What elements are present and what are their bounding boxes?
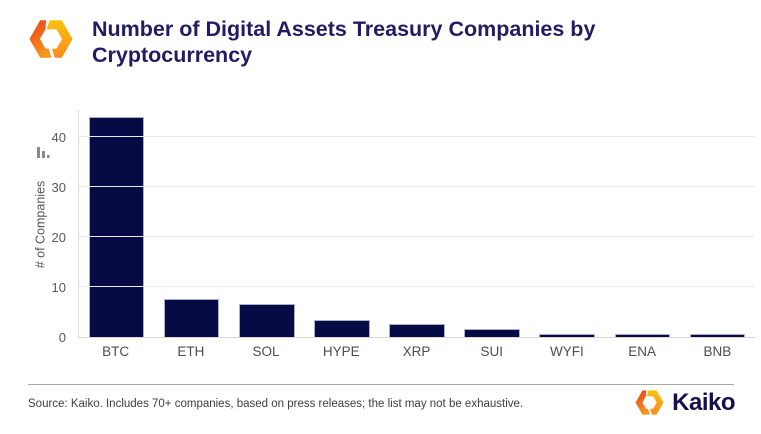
x-tick-label-wyfi: WYFI bbox=[550, 344, 584, 359]
bar-slot-wyfi bbox=[530, 110, 605, 337]
bar-eth bbox=[163, 299, 220, 337]
plot-area bbox=[78, 110, 755, 338]
x-tick-label-hype: HYPE bbox=[322, 344, 360, 359]
bar-slot-ena bbox=[605, 110, 680, 337]
bar-ena bbox=[614, 334, 671, 337]
bar-wyfi bbox=[539, 334, 595, 337]
x-tick-label-eth: ETH bbox=[177, 344, 205, 359]
y-tick-label-30: 30 bbox=[51, 179, 66, 195]
x-tick-label-sol: SOL bbox=[252, 344, 280, 359]
page-title: Number of Digital Assets Treasury Compan… bbox=[92, 17, 596, 68]
x-tick-label-xrp: XRP bbox=[402, 344, 431, 359]
bar-sol bbox=[238, 304, 295, 337]
y-tick-label-20: 20 bbox=[51, 229, 66, 245]
bar-slot-sui bbox=[455, 110, 530, 337]
brand-name: Kaiko bbox=[672, 388, 735, 416]
bar-bnb bbox=[689, 334, 746, 337]
y-tick-label-0: 0 bbox=[58, 330, 66, 345]
x-tick-label-btc: BTC bbox=[102, 344, 130, 359]
bars-container bbox=[79, 110, 755, 337]
mini-bar-chart-icon bbox=[37, 147, 50, 158]
bar-slot-xrp bbox=[379, 110, 454, 337]
bar-xrp bbox=[389, 324, 445, 337]
x-tick-label-ena: ENA bbox=[628, 344, 657, 359]
gridline-30 bbox=[79, 185, 755, 187]
bar-slot-bnb bbox=[680, 110, 755, 337]
gridline-10 bbox=[79, 285, 755, 287]
bar-slot-sol bbox=[229, 110, 304, 337]
footer-divider bbox=[28, 384, 734, 385]
bar-hype bbox=[314, 320, 370, 337]
y-axis-ticks: 0 10 20 30 40 bbox=[0, 110, 72, 345]
bar-slot-eth bbox=[154, 110, 229, 337]
footer-brand: Kaiko bbox=[634, 387, 735, 418]
y-tick-label-40: 40 bbox=[51, 129, 66, 145]
gridline-20 bbox=[79, 235, 755, 237]
y-tick-label-10: 10 bbox=[51, 279, 66, 295]
source-note: Source: Kaiko. Includes 70+ companies, b… bbox=[28, 398, 524, 410]
kaiko-hexagon-icon bbox=[635, 390, 664, 415]
kaiko-hexagon-icon bbox=[29, 20, 73, 58]
bar-sui bbox=[464, 329, 520, 337]
bar-slot-hype bbox=[304, 110, 379, 337]
bar-chart: # of Companies 0 10 20 30 40 BTC ETH SOL HYPE XR… bbox=[0, 95, 761, 365]
x-axis-labels: BTC ETH SOL HYPE XRP SUI WYFI ENA BNB bbox=[78, 344, 755, 359]
x-tick-label-sui: SUI bbox=[480, 344, 503, 359]
gridline-40 bbox=[79, 135, 755, 137]
bar-btc bbox=[88, 116, 145, 337]
x-tick-label-bnb: BNB bbox=[703, 344, 732, 359]
bar-slot-btc bbox=[79, 110, 154, 337]
